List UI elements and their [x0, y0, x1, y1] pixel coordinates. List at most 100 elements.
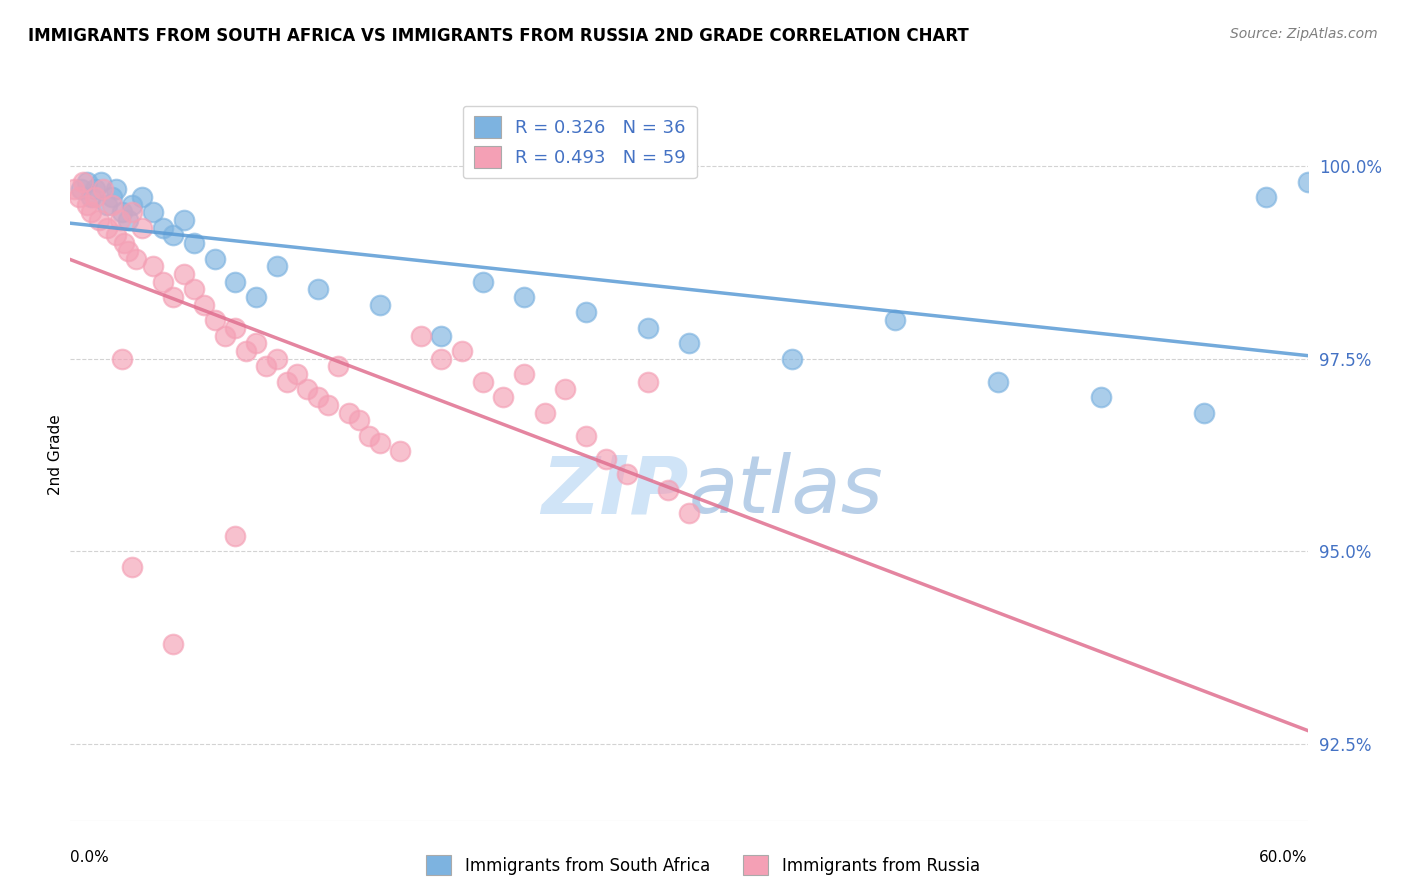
Point	[409, 328, 432, 343]
Point	[72, 175, 94, 189]
Point	[76, 175, 98, 189]
Point	[117, 213, 139, 227]
Point	[125, 252, 148, 266]
Point	[347, 413, 370, 427]
Point	[471, 375, 494, 389]
Point	[204, 252, 226, 266]
Point	[1296, 175, 1319, 189]
Point	[89, 213, 111, 227]
Point	[224, 275, 246, 289]
Point	[368, 436, 391, 450]
Point	[173, 213, 195, 227]
Point	[91, 182, 114, 196]
Point	[254, 359, 277, 374]
Point	[678, 336, 700, 351]
Point	[108, 213, 131, 227]
Point	[337, 406, 360, 420]
Point	[1194, 406, 1216, 420]
Point	[492, 390, 515, 404]
Point	[104, 182, 127, 196]
Point	[100, 197, 122, 211]
Point	[131, 220, 153, 235]
Point	[142, 260, 165, 274]
Point	[193, 298, 215, 312]
Point	[266, 260, 288, 274]
Point	[245, 290, 267, 304]
Point	[121, 197, 143, 211]
Point	[657, 483, 679, 497]
Point	[80, 190, 103, 204]
Text: IMMIGRANTS FROM SOUTH AFRICA VS IMMIGRANTS FROM RUSSIA 2ND GRADE CORRELATION CHA: IMMIGRANTS FROM SOUTH AFRICA VS IMMIGRAN…	[28, 27, 969, 45]
Point	[214, 328, 236, 343]
Point	[84, 190, 107, 204]
Y-axis label: 2nd Grade: 2nd Grade	[48, 415, 63, 495]
Text: 60.0%: 60.0%	[1260, 850, 1308, 865]
Point	[204, 313, 226, 327]
Point	[513, 367, 536, 381]
Point	[224, 529, 246, 543]
Point	[430, 351, 453, 366]
Point	[76, 197, 98, 211]
Text: 0.0%: 0.0%	[70, 850, 110, 865]
Point	[359, 428, 381, 442]
Point	[616, 467, 638, 482]
Legend: R = 0.326   N = 36, R = 0.493   N = 59: R = 0.326 N = 36, R = 0.493 N = 59	[463, 105, 697, 178]
Point	[368, 298, 391, 312]
Point	[987, 375, 1010, 389]
Point	[328, 359, 350, 374]
Point	[430, 328, 453, 343]
Point	[63, 182, 86, 196]
Point	[316, 398, 339, 412]
Point	[100, 190, 122, 204]
Point	[84, 182, 107, 196]
Point	[1090, 390, 1112, 404]
Point	[162, 290, 184, 304]
Text: Source: ZipAtlas.com: Source: ZipAtlas.com	[1230, 27, 1378, 41]
Point	[224, 321, 246, 335]
Point	[152, 220, 174, 235]
Point	[235, 343, 257, 358]
Point	[513, 290, 536, 304]
Point	[285, 367, 308, 381]
Point	[121, 205, 143, 219]
Point	[637, 375, 659, 389]
Point	[389, 444, 412, 458]
Point	[96, 220, 118, 235]
Point	[780, 351, 803, 366]
Point	[152, 275, 174, 289]
Point	[637, 321, 659, 335]
Text: atlas: atlas	[689, 452, 884, 531]
Point	[1256, 190, 1278, 204]
Point	[80, 205, 103, 219]
Point	[533, 406, 555, 420]
Point	[678, 506, 700, 520]
Point	[67, 190, 90, 204]
Point	[162, 228, 184, 243]
Point	[307, 282, 329, 296]
Point	[121, 559, 143, 574]
Point	[142, 205, 165, 219]
Point	[131, 190, 153, 204]
Point	[173, 267, 195, 281]
Point	[297, 383, 319, 397]
Point	[451, 343, 474, 358]
Point	[884, 313, 907, 327]
Point	[183, 236, 205, 251]
Point	[554, 383, 576, 397]
Point	[575, 305, 598, 319]
Point	[112, 236, 135, 251]
Point	[111, 205, 134, 219]
Point	[471, 275, 494, 289]
Point	[104, 228, 127, 243]
Point	[276, 375, 298, 389]
Point	[595, 451, 617, 466]
Point	[162, 636, 184, 650]
Point	[96, 197, 118, 211]
Point	[575, 428, 598, 442]
Point	[183, 282, 205, 296]
Point	[69, 182, 91, 196]
Point	[245, 336, 267, 351]
Point	[117, 244, 139, 258]
Text: ZIP: ZIP	[541, 452, 689, 531]
Legend: Immigrants from South Africa, Immigrants from Russia: Immigrants from South Africa, Immigrants…	[418, 847, 988, 884]
